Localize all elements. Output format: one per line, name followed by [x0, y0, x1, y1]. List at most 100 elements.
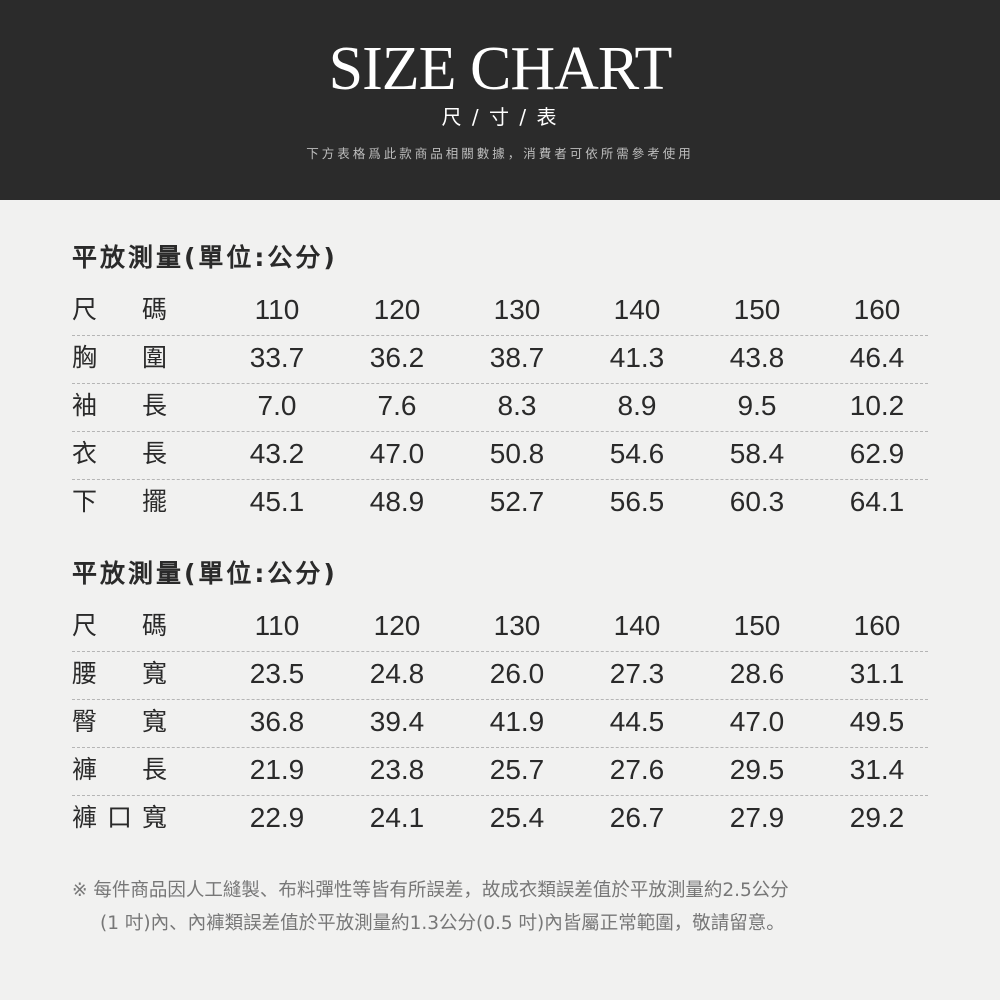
table-cell: 23.8 — [369, 754, 425, 785]
row-label-char: 擺 — [141, 487, 167, 516]
table-title: 平放測量(單位:公分) — [72, 243, 338, 272]
table-cell: 36.8 — [249, 706, 305, 737]
table-cell: 8.9 — [617, 390, 657, 421]
note-line-2: (1 吋)內、內褲類誤差值於平放測量約1.3公分(0.5 吋)內皆屬正常範圍，敬… — [100, 913, 785, 934]
table-cell: 38.7 — [489, 342, 545, 373]
page-subtitle: 尺 / 寸 / 表 — [441, 105, 559, 129]
table-cell: 22.9 — [249, 802, 305, 833]
table-cell: 43.2 — [249, 438, 305, 469]
table-cell: 28.6 — [729, 658, 785, 689]
table-cell: 54.6 — [609, 438, 665, 469]
table-cell: 64.1 — [849, 486, 905, 517]
row-label-char: 褲 — [72, 755, 98, 784]
row-label-char: 腰 — [72, 659, 98, 688]
table-cell: 25.4 — [489, 802, 545, 833]
table-cell: 7.6 — [377, 390, 417, 421]
row-label: 臀寬 — [72, 706, 167, 738]
table-cell: 41.3 — [609, 342, 665, 373]
table-row: 褲長 21.9 23.8 25.7 27.6 29.5 31.4 — [72, 748, 928, 796]
table-cell: 26.0 — [489, 658, 545, 689]
table-body: 尺碼 110 120 130 140 150 160 胸圍 33.7 36.2 38.7 41.3 43… — [72, 288, 928, 528]
table-row: 腰寬 23.5 24.8 26.0 27.3 28.6 31.1 — [72, 652, 928, 700]
table-cell: 150 — [733, 610, 781, 641]
row-label-char: 長 — [141, 439, 167, 468]
row-label: 衣長 — [72, 438, 167, 470]
table-cell: 10.2 — [849, 390, 905, 421]
row-label-char: 褲 — [72, 803, 98, 832]
table-cell: 47.0 — [369, 438, 425, 469]
header-banner: SIZE CHART 尺 / 寸 / 表 下方表格爲此款商品相關數據，消費者可依… — [0, 0, 1000, 200]
row-label-char: 寬 — [141, 803, 167, 832]
page-title: SIZE CHART — [328, 35, 673, 103]
table-body: 尺碼 110 120 130 140 150 160 腰寬 23.5 24.8 26.0 27.3 28… — [72, 604, 928, 844]
table-cell: 60.3 — [729, 486, 785, 517]
table-cell: 29.2 — [849, 802, 905, 833]
table-cell: 41.9 — [489, 706, 545, 737]
table-row: 尺碼 110 120 130 140 150 160 — [72, 604, 928, 652]
table-cell: 45.1 — [249, 486, 305, 517]
table-cell: 27.6 — [609, 754, 665, 785]
table-cell: 31.1 — [849, 658, 905, 689]
table-cell: 25.7 — [489, 754, 545, 785]
table-row: 下擺 45.1 48.9 52.7 56.5 60.3 64.1 — [72, 480, 928, 528]
row-label: 褲口寬 — [72, 802, 167, 834]
table-cell: 130 — [493, 610, 541, 641]
size-table-bottom: 平放測量(單位:公分) 尺碼 110 120 130 140 150 160 腰寬 23.5 24.… — [72, 556, 928, 844]
table-cell: 58.4 — [729, 438, 785, 469]
table-cell: 46.4 — [849, 342, 905, 373]
row-label-char: 下 — [72, 487, 98, 516]
table-cell: 62.9 — [849, 438, 905, 469]
table-cell: 52.7 — [489, 486, 545, 517]
table-title: 平放測量(單位:公分) — [72, 559, 338, 588]
row-label-char: 圍 — [141, 343, 167, 372]
table-cell: 8.3 — [497, 390, 537, 421]
row-label: 下擺 — [72, 486, 167, 518]
table-row: 胸 圍 33.7 36.2 38.7 41.3 43.8 46.4 — [72, 336, 928, 384]
table-cell: 26.7 — [609, 802, 665, 833]
row-label-char: 衣 — [72, 439, 98, 468]
row-label-char: 寬 — [141, 659, 167, 688]
table-cell: 31.4 — [849, 754, 905, 785]
row-label-char: 口 — [106, 803, 132, 832]
row-label-char: 長 — [141, 391, 167, 420]
row-label-char: 長 — [141, 755, 167, 784]
size-table-top: 平放測量(單位:公分) 尺碼 110 120 130 140 150 160 胸圍 33.7 36.… — [72, 240, 928, 528]
table-cell: 36.2 — [369, 342, 425, 373]
row-label-char: 碼 — [141, 611, 167, 640]
table-cell: 43.8 — [729, 342, 785, 373]
table-cell: 9.5 — [737, 390, 777, 421]
note-line-1: ※ 每件商品因人工縫製、布料彈性等皆有所誤差，故成衣類誤差值於平放測量約2.5公… — [72, 880, 789, 901]
table-cell: 160 — [853, 610, 901, 641]
table-cell: 48.9 — [369, 486, 425, 517]
table-cell: 50.8 — [489, 438, 545, 469]
table-row: 衣長 43.2 47.0 50.8 54.6 58.4 62.9 — [72, 432, 928, 480]
row-label-char: 臀 — [72, 707, 98, 736]
table-cell: 130 — [493, 294, 541, 325]
table-cell: 21.9 — [249, 754, 305, 785]
table-cell: 24.1 — [369, 802, 425, 833]
table-cell: 49.5 — [849, 706, 905, 737]
row-label-char: 寬 — [141, 707, 167, 736]
table-cell: 56.5 — [609, 486, 665, 517]
row-label: 尺碼 — [72, 610, 167, 642]
table-cell: 27.3 — [609, 658, 665, 689]
table-cell: 47.0 — [729, 706, 785, 737]
table-cell: 140 — [613, 610, 661, 641]
row-label: 褲長 — [72, 754, 167, 786]
page-description: 下方表格爲此款商品相關數據，消費者可依所需參考使用 — [306, 146, 694, 161]
table-cell: 140 — [613, 294, 661, 325]
table-cell: 160 — [853, 294, 901, 325]
table-cell: 33.7 — [249, 342, 305, 373]
table-cell: 23.5 — [249, 658, 305, 689]
row-label-char: 胸 — [72, 343, 98, 372]
row-label-char: 尺 — [72, 295, 98, 324]
row-label: 袖長 — [72, 390, 167, 422]
table-cell: 150 — [733, 294, 781, 325]
table-row: 臀寬 36.8 39.4 41.9 44.5 47.0 49.5 — [72, 700, 928, 748]
row-label: 腰寬 — [72, 658, 167, 690]
table-row: 尺碼 110 120 130 140 150 160 — [72, 288, 928, 336]
table-cell: 44.5 — [609, 706, 665, 737]
table-cell: 27.9 — [729, 802, 785, 833]
measurement-note: ※ 每件商品因人工縫製、布料彈性等皆有所誤差，故成衣類誤差值於平放測量約2.5公… — [72, 874, 942, 940]
table-cell: 7.0 — [257, 390, 297, 421]
